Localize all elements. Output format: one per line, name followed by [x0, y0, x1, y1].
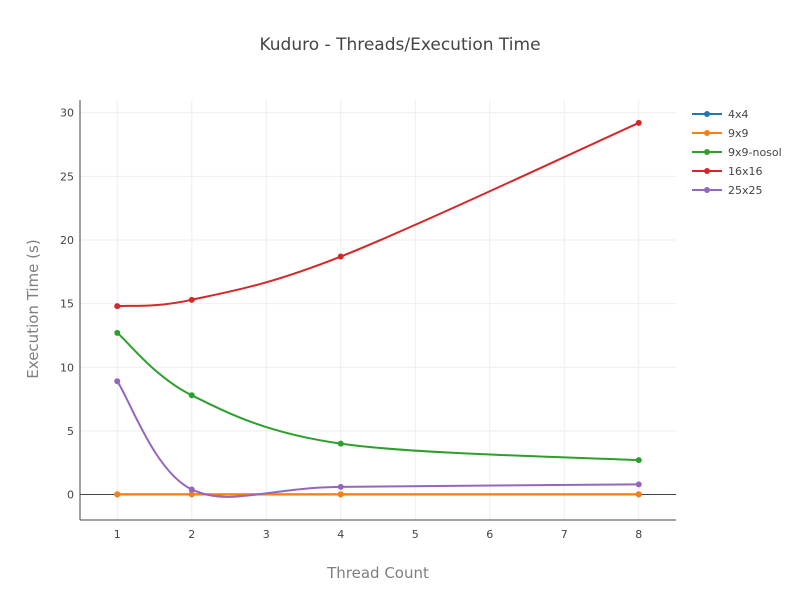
x-tick-label: 1 [114, 528, 121, 541]
chart-title: Kuduro - Threads/Execution Time [259, 35, 540, 55]
legend-swatch-marker [704, 130, 710, 136]
data-point [188, 392, 195, 399]
legend-label: 9x9-nosol [728, 146, 782, 159]
data-point [337, 253, 344, 260]
legend-item[interactable]: 9x9-nosol [692, 146, 782, 159]
y-tick-label: 5 [67, 425, 74, 438]
series-line [117, 121, 640, 308]
series-line [116, 380, 639, 498]
data-point [337, 440, 344, 447]
legend-label: 4x4 [728, 108, 749, 121]
data-point [337, 483, 344, 490]
data-point [337, 491, 344, 498]
data-point [635, 119, 642, 126]
legend-swatch-marker [704, 111, 710, 117]
series-lines [114, 119, 642, 498]
axes [79, 100, 676, 521]
series-16x16 [114, 119, 642, 310]
legend-swatch-marker [704, 168, 710, 174]
data-point [114, 491, 121, 498]
tick-labels: 1 2 3 4 5 6 7 8 0 5 10 15 20 25 30 [60, 107, 642, 541]
y-tick-label: 25 [60, 170, 74, 183]
data-point [635, 491, 642, 498]
x-axis-title: Thread Count [326, 564, 429, 582]
legend-item[interactable]: 16x16 [692, 165, 763, 178]
x-tick-label: 6 [486, 528, 493, 541]
data-point [188, 486, 195, 493]
data-point [188, 296, 195, 303]
legend[interactable]: 4x4 9x9 9x9-nosol 16x16 25x25 [692, 108, 782, 197]
series-25x25 [114, 378, 642, 498]
legend-swatch-marker [704, 149, 710, 155]
series-line [116, 332, 639, 462]
y-tick-label: 20 [60, 234, 74, 247]
x-tick-label: 2 [188, 528, 195, 541]
x-tick-label: 3 [263, 528, 270, 541]
y-axis-title: Execution Time (s) [24, 239, 42, 378]
x-tick-label: 8 [635, 528, 642, 541]
legend-label: 9x9 [728, 127, 749, 140]
x-tick-label: 5 [412, 528, 419, 541]
data-point [114, 378, 121, 385]
data-point [188, 491, 195, 498]
x-tick-label: 4 [337, 528, 344, 541]
x-tick-label: 7 [561, 528, 568, 541]
legend-label: 25x25 [728, 184, 763, 197]
legend-item[interactable]: 25x25 [692, 184, 763, 197]
data-point [635, 481, 642, 488]
legend-item[interactable]: 4x4 [692, 108, 749, 121]
grid [80, 100, 676, 520]
legend-item[interactable]: 9x9 [692, 127, 749, 140]
y-tick-label: 15 [60, 298, 74, 311]
y-tick-label: 0 [67, 489, 74, 502]
series-9x9 [114, 491, 642, 498]
legend-label: 16x16 [728, 165, 763, 178]
y-tick-label: 10 [60, 361, 74, 374]
data-point [114, 329, 121, 336]
data-point [635, 457, 642, 464]
y-tick-label: 30 [60, 107, 74, 120]
data-point [114, 303, 121, 310]
series-9x9-nosol [114, 329, 642, 464]
legend-swatch-marker [704, 187, 710, 193]
